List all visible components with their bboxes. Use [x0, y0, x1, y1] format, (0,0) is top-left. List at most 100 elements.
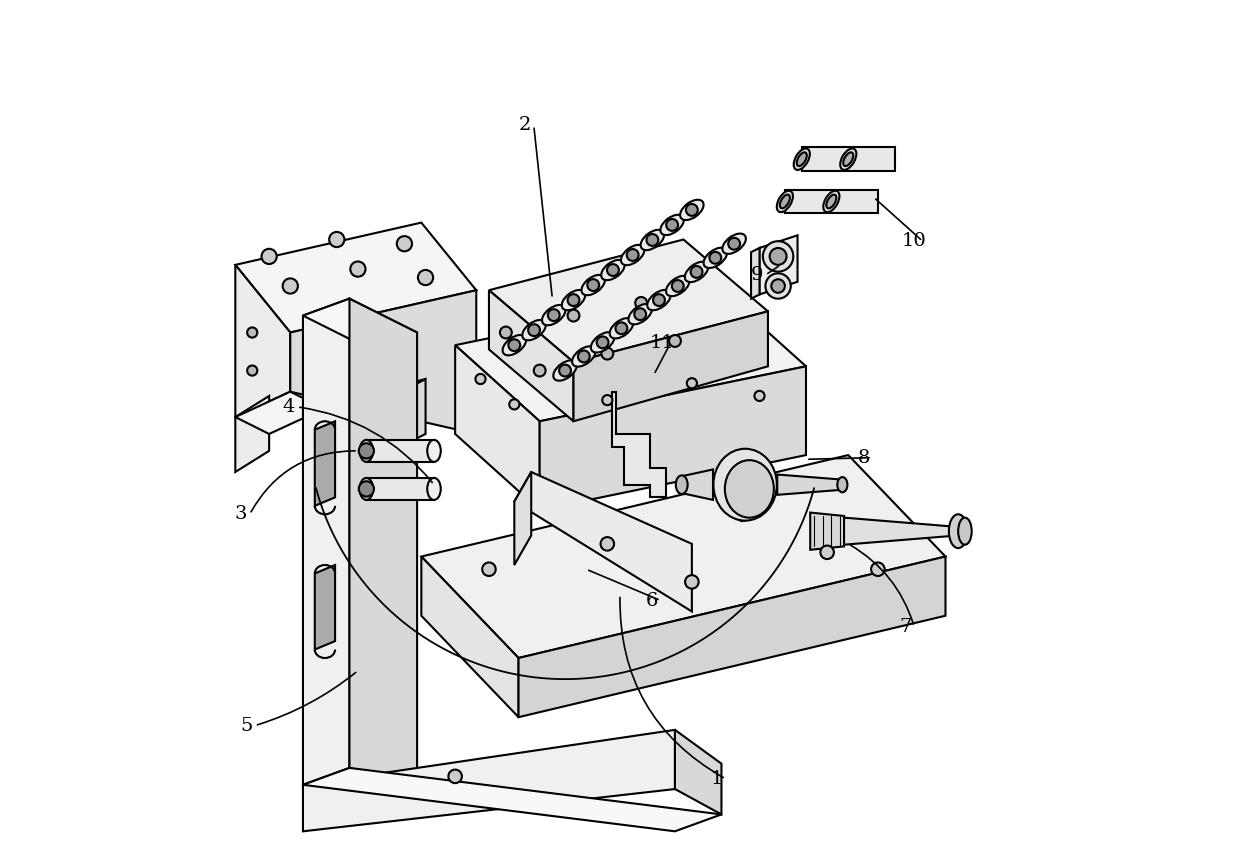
Ellipse shape	[949, 514, 967, 548]
Polygon shape	[236, 265, 290, 417]
Ellipse shape	[684, 262, 708, 282]
Polygon shape	[751, 248, 759, 299]
Text: 1: 1	[711, 770, 723, 788]
Polygon shape	[539, 366, 806, 510]
Circle shape	[568, 294, 579, 306]
Polygon shape	[515, 472, 531, 565]
Text: 6: 6	[646, 591, 658, 609]
Polygon shape	[810, 512, 844, 550]
Text: 2: 2	[520, 117, 532, 134]
Polygon shape	[422, 455, 945, 658]
Ellipse shape	[837, 477, 847, 492]
Circle shape	[508, 340, 521, 351]
Circle shape	[765, 273, 791, 299]
Polygon shape	[350, 299, 417, 785]
Circle shape	[603, 395, 613, 405]
Polygon shape	[455, 346, 539, 510]
Polygon shape	[777, 475, 842, 494]
Polygon shape	[236, 391, 324, 434]
Ellipse shape	[572, 346, 595, 367]
Circle shape	[770, 248, 786, 265]
Ellipse shape	[562, 290, 585, 311]
Polygon shape	[236, 223, 476, 333]
Text: 10: 10	[901, 232, 926, 250]
Circle shape	[687, 378, 697, 388]
Circle shape	[247, 365, 258, 375]
Polygon shape	[759, 235, 797, 294]
Circle shape	[601, 348, 614, 360]
Ellipse shape	[621, 245, 645, 266]
Text: 9: 9	[750, 266, 763, 284]
Polygon shape	[392, 379, 425, 451]
Text: 8: 8	[857, 448, 869, 466]
Text: 4: 4	[283, 398, 295, 416]
Polygon shape	[315, 565, 335, 649]
Circle shape	[247, 328, 258, 338]
Ellipse shape	[647, 290, 671, 311]
Polygon shape	[366, 440, 434, 462]
Ellipse shape	[553, 360, 577, 380]
Circle shape	[771, 279, 785, 293]
Circle shape	[329, 231, 345, 247]
Ellipse shape	[601, 260, 625, 280]
Circle shape	[608, 264, 619, 276]
Circle shape	[482, 563, 496, 576]
Circle shape	[728, 237, 740, 249]
Circle shape	[528, 324, 539, 336]
Ellipse shape	[428, 478, 440, 500]
Ellipse shape	[360, 440, 373, 462]
Circle shape	[596, 336, 609, 348]
Circle shape	[615, 323, 627, 334]
Ellipse shape	[360, 478, 373, 500]
Circle shape	[449, 769, 463, 783]
Polygon shape	[574, 311, 768, 421]
Circle shape	[821, 545, 833, 559]
Ellipse shape	[780, 195, 790, 208]
Ellipse shape	[428, 440, 440, 462]
Ellipse shape	[502, 335, 526, 356]
Polygon shape	[358, 379, 425, 404]
Ellipse shape	[826, 195, 837, 208]
Ellipse shape	[703, 248, 727, 268]
Circle shape	[588, 279, 599, 291]
Polygon shape	[303, 299, 417, 350]
Polygon shape	[844, 517, 959, 545]
Circle shape	[626, 249, 639, 261]
Ellipse shape	[794, 148, 810, 170]
Circle shape	[672, 280, 683, 292]
Circle shape	[653, 294, 665, 306]
Circle shape	[666, 219, 678, 231]
Circle shape	[600, 537, 614, 551]
Ellipse shape	[797, 152, 807, 166]
Ellipse shape	[823, 191, 839, 212]
Circle shape	[397, 236, 412, 251]
Circle shape	[691, 266, 703, 277]
Ellipse shape	[522, 320, 546, 340]
Circle shape	[568, 310, 579, 322]
Circle shape	[533, 364, 546, 376]
Circle shape	[510, 399, 520, 409]
Text: 5: 5	[241, 717, 253, 734]
Ellipse shape	[959, 517, 972, 545]
Circle shape	[475, 374, 486, 384]
Circle shape	[735, 507, 749, 521]
Polygon shape	[422, 557, 518, 717]
Ellipse shape	[610, 318, 634, 339]
Polygon shape	[455, 290, 806, 421]
Polygon shape	[489, 290, 574, 421]
Polygon shape	[802, 147, 895, 171]
Circle shape	[686, 204, 698, 216]
Circle shape	[646, 234, 658, 246]
Polygon shape	[303, 730, 675, 831]
Circle shape	[763, 241, 794, 271]
Ellipse shape	[641, 230, 665, 250]
Polygon shape	[303, 299, 350, 785]
Polygon shape	[682, 470, 713, 500]
Polygon shape	[236, 396, 269, 472]
Text: 7: 7	[899, 618, 911, 636]
Ellipse shape	[591, 332, 614, 352]
Circle shape	[754, 391, 765, 401]
Ellipse shape	[843, 152, 853, 166]
Ellipse shape	[582, 275, 605, 295]
Circle shape	[262, 248, 277, 264]
